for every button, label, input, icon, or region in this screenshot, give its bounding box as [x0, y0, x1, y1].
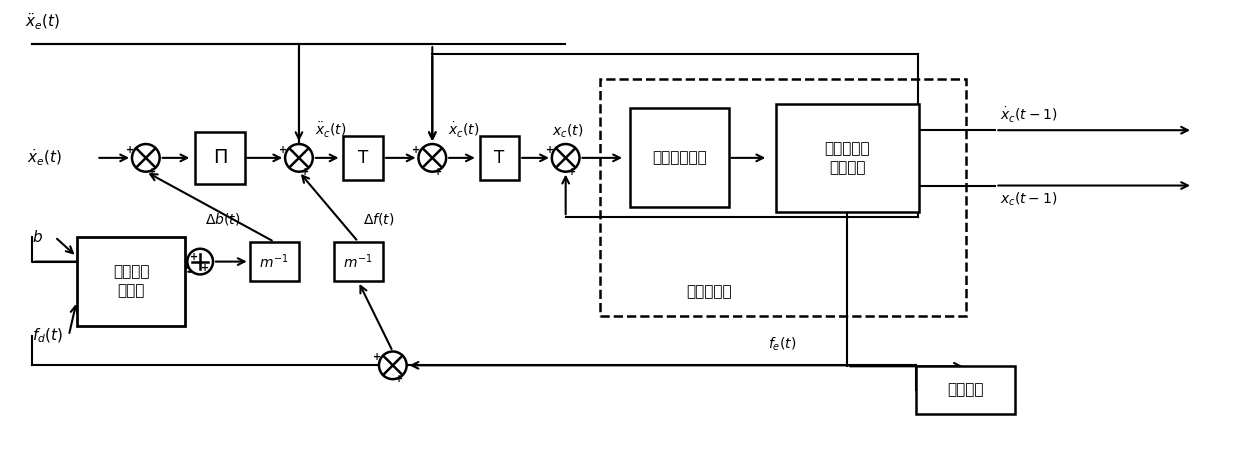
- Bar: [249, 242, 299, 282]
- Bar: [917, 367, 1015, 414]
- Text: $\dot{x}_e(t)$: $\dot{x}_e(t)$: [27, 148, 62, 168]
- Circle shape: [133, 144, 160, 172]
- Text: +: +: [413, 145, 420, 155]
- Bar: [196, 132, 244, 184]
- Circle shape: [419, 144, 446, 172]
- Bar: [343, 136, 383, 180]
- Text: 水果分拣并
联机器人: 水果分拣并 联机器人: [824, 141, 870, 175]
- Bar: [333, 242, 383, 282]
- Text: 光滑模控制器: 光滑模控制器: [652, 150, 706, 165]
- Text: $x_c(t)$: $x_c(t)$: [551, 122, 584, 140]
- Text: $\ddot{x}_e(t)$: $\ddot{x}_e(t)$: [25, 11, 61, 32]
- Text: $b$: $b$: [32, 229, 43, 245]
- Text: +: +: [301, 167, 309, 177]
- Text: +: +: [147, 167, 156, 177]
- Text: +: +: [567, 167, 576, 177]
- Text: $\Pi$: $\Pi$: [213, 149, 227, 167]
- Bar: [600, 79, 965, 316]
- Text: T: T: [494, 149, 504, 167]
- Text: +: +: [546, 145, 554, 155]
- Text: +: +: [395, 374, 403, 384]
- Bar: [776, 104, 919, 212]
- Text: +: +: [434, 167, 442, 177]
- Text: $\ddot{x}_c(t)$: $\ddot{x}_c(t)$: [315, 121, 346, 140]
- Text: $\Delta b(t)$: $\Delta b(t)$: [206, 211, 240, 227]
- Text: $\dot{x}_c(t)$: $\dot{x}_c(t)$: [449, 121, 479, 140]
- Text: $f_e(t)$: $f_e(t)$: [768, 336, 797, 353]
- Text: $\Delta f(t)$: $\Delta f(t)$: [363, 211, 394, 227]
- Bar: [479, 136, 519, 180]
- Circle shape: [379, 351, 406, 379]
- Bar: [77, 237, 186, 326]
- Text: 变阻抗自
适应律: 变阻抗自 适应律: [113, 265, 149, 298]
- Bar: [629, 108, 729, 207]
- Circle shape: [187, 249, 213, 275]
- Text: +: +: [190, 252, 198, 262]
- Text: +: +: [126, 145, 134, 155]
- Text: +: +: [201, 263, 208, 273]
- Text: $x_c(t-1)$: $x_c(t-1)$: [1000, 191, 1058, 208]
- Text: $f_d(t)$: $f_d(t)$: [32, 326, 63, 345]
- Text: 位置控制环: 位置控制环: [686, 284, 732, 299]
- Text: $m^{-1}$: $m^{-1}$: [259, 252, 289, 271]
- Text: +: +: [373, 352, 382, 362]
- Text: 力传感器: 力传感器: [948, 383, 984, 398]
- Text: $\dot{x}_c(t-1)$: $\dot{x}_c(t-1)$: [1000, 106, 1058, 125]
- Text: +: +: [279, 145, 287, 155]
- Text: T: T: [358, 149, 368, 167]
- Circle shape: [551, 144, 580, 172]
- Text: $m^{-1}$: $m^{-1}$: [343, 252, 373, 271]
- Circle shape: [285, 144, 312, 172]
